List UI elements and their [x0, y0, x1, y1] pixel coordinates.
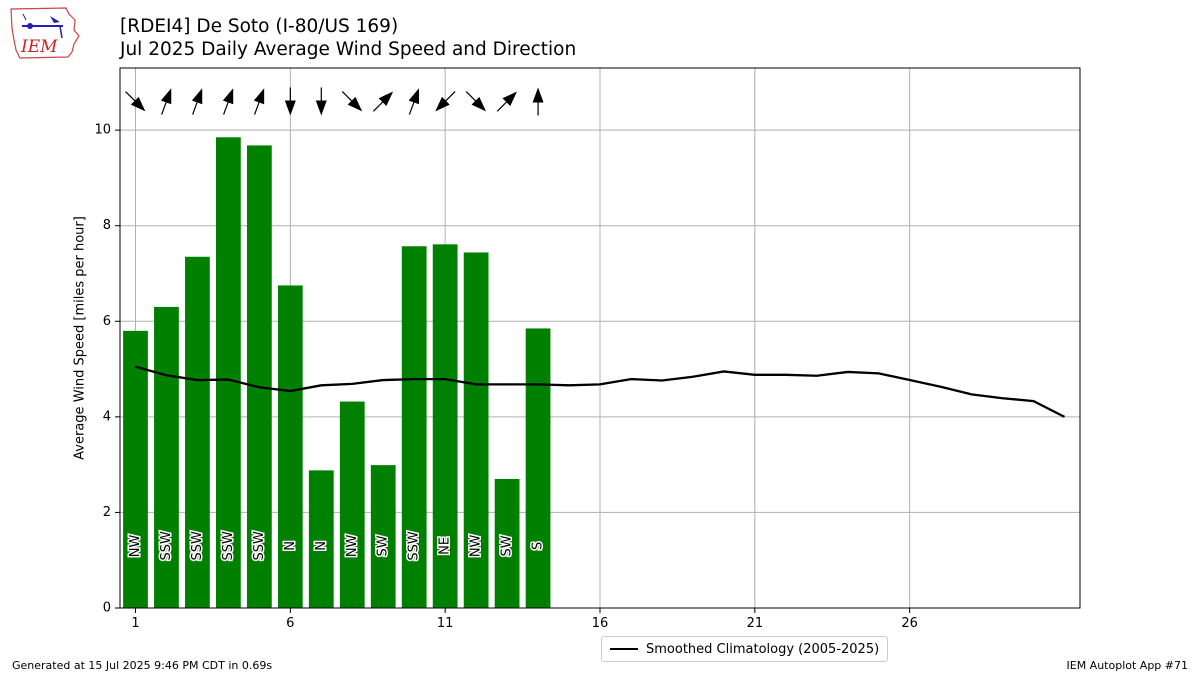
y-tick-label: 2 [103, 505, 111, 520]
wind-direction-arrow [253, 88, 265, 115]
direction-label: NW [345, 534, 360, 557]
wind-speed-bar [401, 246, 427, 608]
wind-speed-bar [216, 137, 241, 608]
wind-speed-bar [123, 330, 148, 608]
direction-label: NW [128, 534, 143, 557]
wind-direction-arrow [315, 87, 327, 116]
direction-label: N [314, 541, 329, 551]
wind-speed-bar [154, 306, 179, 608]
wind-speed-bar [246, 145, 272, 608]
wind-direction-arrow [496, 91, 517, 112]
direction-label: SSW [407, 531, 422, 561]
legend-line-swatch [610, 648, 638, 650]
x-tick-label: 16 [592, 616, 609, 631]
x-tick-label: 26 [901, 616, 918, 631]
arrow-head [315, 100, 327, 116]
direction-label: SW [376, 535, 391, 556]
wind-speed-bar [277, 285, 303, 608]
iem-logo: IEM [8, 6, 80, 60]
chart-title: [RDEI4] De Soto (I-80/US 169) [120, 16, 399, 37]
wind-direction-arrow [408, 88, 420, 115]
direction-label: SSW [190, 531, 205, 561]
y-tick-label: 10 [94, 123, 111, 138]
direction-label: S [531, 542, 546, 550]
wind-direction-arrow [125, 91, 146, 112]
direction-label: NW [469, 534, 484, 557]
y-tick-label: 0 [103, 601, 111, 616]
direction-label: SSW [159, 531, 174, 561]
wind-speed-bar [432, 244, 458, 608]
arrow-head [408, 88, 420, 105]
direction-label: NE [438, 537, 453, 555]
x-tick-label: 11 [437, 616, 454, 631]
wind-direction-arrow [435, 91, 456, 112]
chart-subtitle: Jul 2025 Daily Average Wind Speed and Di… [120, 39, 577, 60]
direction-label: SW [500, 535, 515, 556]
wind-direction-arrow [341, 91, 363, 112]
wind-direction-arrow [465, 91, 487, 112]
wind-speed-bar [494, 478, 520, 608]
arrow-head [435, 96, 450, 112]
arrow-head [130, 96, 146, 112]
wind-direction-arrow [532, 87, 544, 116]
y-tick-label: 4 [103, 409, 111, 424]
x-tick-label: 6 [286, 616, 294, 631]
climatology-line [135, 365, 1066, 418]
arrow-head [471, 96, 487, 112]
direction-label: N [283, 541, 298, 551]
wind-speed-bar [339, 401, 365, 608]
x-tick-label: 1 [131, 616, 139, 631]
legend-climatology-label: Smoothed Climatology (2005-2025) [646, 641, 880, 657]
app-credit: IEM Autoplot App #71 [1066, 659, 1189, 672]
arrow-head [222, 88, 234, 105]
wind-speed-bar [370, 465, 396, 608]
arrow-head [284, 100, 296, 116]
arrow-head [378, 91, 394, 107]
arrow-head [191, 88, 203, 105]
legend: Smoothed Climatology (2005-2025) [601, 636, 889, 662]
arrow-head [253, 88, 265, 105]
wind-speed-bar [525, 328, 551, 608]
arrow-head [532, 87, 544, 103]
direction-label: SSW [252, 531, 267, 561]
iowa-map-icon: IEM [10, 7, 80, 59]
wind-direction-arrow [284, 87, 296, 116]
y-tick-label: 6 [103, 314, 111, 329]
wind-direction-arrow [372, 91, 394, 112]
wind-direction-arrow [160, 88, 172, 115]
generated-timestamp: Generated at 15 Jul 2025 9:46 PM CDT in … [12, 659, 273, 672]
arrow-head [502, 91, 517, 107]
y-tick-label: 8 [103, 218, 111, 233]
direction-label: SSW [221, 531, 236, 561]
y-axis-label: Average Wind Speed [miles per hour] [73, 216, 88, 460]
logo-text: IEM [20, 37, 58, 57]
x-tick-label: 21 [747, 616, 764, 631]
wind-direction-arrow [191, 88, 203, 115]
wind-direction-arrow [222, 88, 234, 115]
arrow-head [160, 88, 172, 105]
wind-speed-bar [463, 252, 489, 608]
arrow-head [347, 96, 363, 112]
wind-speed-bar [308, 470, 334, 608]
wind-speed-bar [185, 256, 210, 608]
